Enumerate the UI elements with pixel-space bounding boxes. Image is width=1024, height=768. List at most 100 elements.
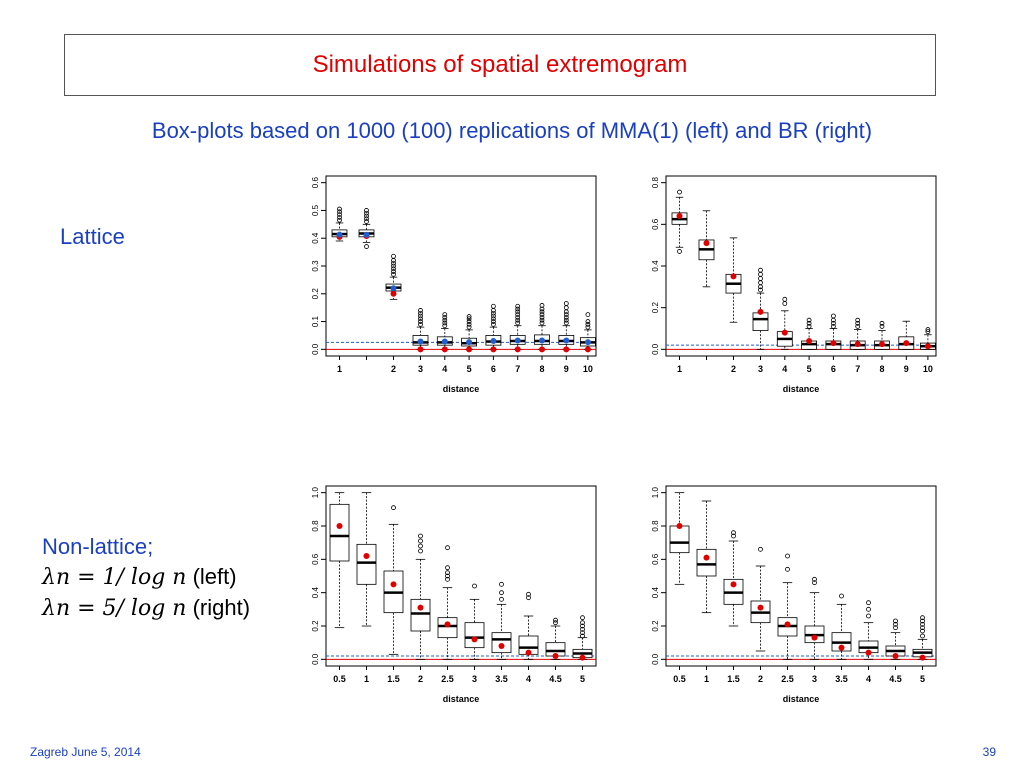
mean-red-point	[757, 308, 764, 315]
box-5	[801, 317, 818, 350]
x-tick-label: 9	[904, 364, 909, 374]
outlier-point	[539, 303, 545, 308]
mean-red-point	[865, 649, 872, 656]
outlier-point	[563, 309, 569, 315]
mean-red-point	[730, 581, 737, 588]
outlier-point	[466, 316, 472, 322]
boxplot-nonlattice-right: 0.0 0.2 0.4 0.6 0.8 1.0 0.5 1 1.5 2 2.5 3 3.5 4 4.5 5 di…	[651, 485, 937, 704]
box-1.5	[723, 530, 744, 627]
outlier-point	[490, 303, 496, 309]
outlier-point	[364, 208, 369, 213]
outlier-point	[391, 260, 396, 266]
x-tick-label: 8	[879, 364, 884, 374]
mean-red-point	[471, 636, 478, 643]
y-tick-label: 0.6	[311, 177, 320, 189]
outlier-point	[563, 301, 569, 306]
outlier-point	[364, 210, 369, 216]
mean-red-point	[703, 240, 710, 247]
outlier-point	[758, 276, 763, 281]
outlier-point	[893, 618, 898, 624]
x-tick-label: 3	[418, 364, 423, 374]
y-tick-label: 0.2	[651, 620, 660, 632]
mean-red-point	[676, 523, 683, 529]
outlier-point	[499, 590, 504, 596]
box-body	[491, 632, 512, 654]
x-tick-label: 5	[807, 364, 812, 374]
box-body	[464, 622, 485, 649]
outlier-point	[418, 313, 423, 319]
y-tick-label: 0.5	[311, 204, 320, 216]
outlier-point	[391, 263, 396, 269]
outlier-point	[391, 269, 396, 274]
box-1	[671, 189, 688, 254]
box-body	[437, 617, 458, 639]
mean-red-point	[924, 343, 931, 350]
x-tick-label: 2.5	[441, 674, 454, 684]
title-box: Simulations of spatial extremogram	[64, 34, 936, 96]
outlier-point	[515, 303, 521, 309]
outlier-point	[758, 267, 763, 273]
box-0.5	[329, 492, 350, 629]
lambda-left-formula: λn = 1/ log n	[42, 565, 187, 590]
mean-red-point	[703, 554, 710, 561]
outlier-point	[418, 548, 423, 554]
outlier-point	[391, 266, 396, 272]
y-tick-label: 0.6	[311, 553, 320, 565]
x-tick-label: 8	[539, 364, 544, 374]
y-tick-label: 0.8	[651, 520, 660, 532]
lambda-left-line: λn = 1/ log n (left)	[42, 562, 250, 593]
nonlattice-block: Non-lattice; λn = 1/ log n (left) λn = 5…	[42, 532, 250, 624]
y-tick-label: 0.2	[651, 302, 660, 314]
mean-red-point	[466, 346, 473, 353]
outlier-point	[337, 217, 342, 223]
outlier-point	[418, 310, 423, 316]
box-5	[572, 615, 593, 661]
outlier-point	[418, 319, 423, 324]
outlier-point	[442, 314, 448, 320]
y-tick-label: 0.0	[651, 653, 660, 665]
outlier-point	[499, 581, 504, 587]
y-tick-label: 0.4	[311, 232, 320, 244]
y-tick-label: 0.8	[651, 177, 660, 189]
box-1.5	[383, 505, 404, 655]
x-tick-label: 4	[866, 674, 871, 684]
box-5	[912, 615, 933, 661]
nonlattice-label: Non-lattice;	[42, 534, 154, 559]
x-tick-label: 5	[467, 364, 472, 374]
box-body	[752, 312, 769, 331]
lambda-left-note: (left)	[192, 564, 237, 589]
outlier-point	[442, 317, 448, 323]
outlier-point	[731, 530, 736, 536]
box-3	[412, 308, 429, 353]
plot-frame	[665, 175, 937, 357]
box-3.5	[491, 581, 512, 660]
box-2	[410, 533, 431, 660]
x-tick-label: 4	[782, 364, 787, 374]
y-tick-label: 0.0	[311, 343, 320, 355]
mean-red-point	[757, 604, 764, 611]
outlier-point	[364, 219, 369, 224]
outlier-point	[553, 620, 558, 626]
mean-red-point	[784, 621, 791, 628]
box-4	[776, 296, 793, 350]
box-4	[436, 312, 453, 353]
y-tick-label: 0.4	[311, 587, 320, 599]
outlier-point	[515, 314, 521, 320]
outlier-point	[337, 212, 342, 218]
x-tick-label: 1	[364, 674, 369, 684]
outlier-point	[337, 209, 342, 215]
x-tick-label: 6	[491, 364, 496, 374]
outlier-point	[585, 321, 591, 327]
outlier-point	[866, 613, 871, 619]
x-tick-label: 3.5	[835, 674, 848, 684]
page-number: 39	[982, 745, 996, 759]
outlier-point	[539, 317, 545, 323]
x-axis-label: distance	[783, 384, 820, 394]
outlier-point	[391, 505, 396, 511]
box-4.5	[885, 618, 906, 660]
x-tick-label: 10	[583, 364, 593, 374]
boxplot-lattice-br: 0.0 0.2 0.4 0.6 0.8 1 2 3 4 5 6 7 8 9 10 distance	[651, 175, 937, 394]
outlier-point	[466, 321, 472, 327]
outlier-point	[580, 615, 585, 621]
box-body	[329, 503, 350, 562]
